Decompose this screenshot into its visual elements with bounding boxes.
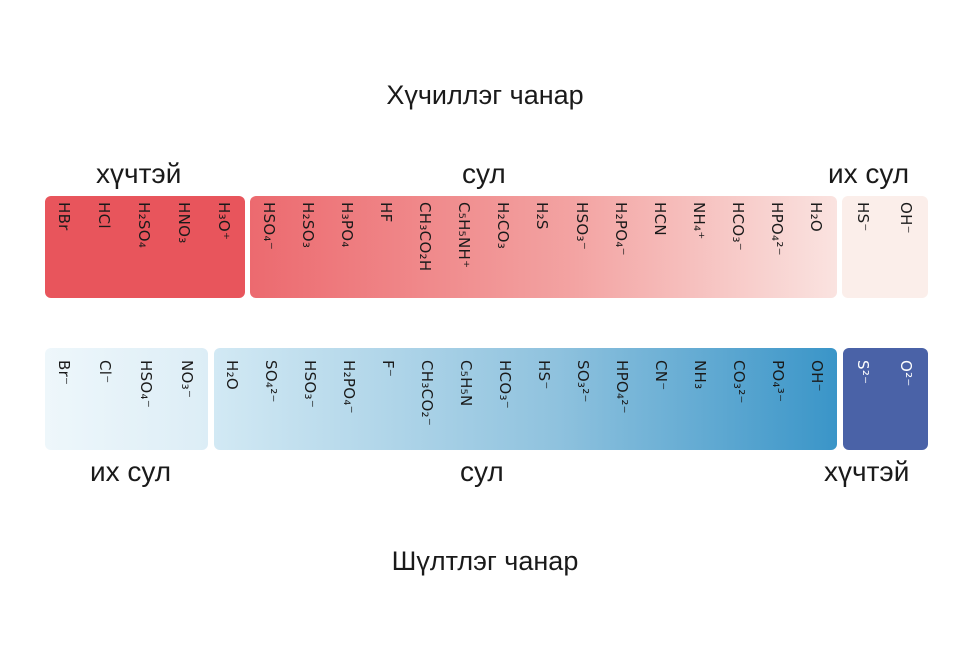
base-formula-column: SO₄²⁻ <box>253 348 292 450</box>
base-formula-column: HSO₃⁻ <box>292 348 331 450</box>
acid-formula-column: HPO₄²⁻ <box>759 196 798 298</box>
base-label-weak: сул <box>460 456 504 487</box>
base-formula-column: PO₄³⁻ <box>759 348 798 450</box>
base-formula: NO₃⁻ <box>177 360 196 399</box>
acid-label-strong: хүчтэй <box>96 158 182 189</box>
acid-formula-column: H₃PO₄ <box>328 196 367 298</box>
acid-formula: H₂O <box>807 202 826 232</box>
acid-formula-column: NH₄⁺ <box>680 196 719 298</box>
acid-formula-column: CH₃CO₂H <box>407 196 446 298</box>
base-formula-column: F⁻ <box>370 348 409 450</box>
acid-formula-column: H₂SO₃ <box>289 196 328 298</box>
strong-acids-band: HBr HCl H₂SO₄ HNO₃ H₃O⁺ <box>45 196 245 298</box>
basicity-title: Шүлтлэг чанар <box>391 546 579 576</box>
acid-formula-column: H₂CO₃ <box>485 196 524 298</box>
acid-formula: H₃O⁺ <box>215 202 233 241</box>
very-weak-acids-band: HS⁻ OH⁻ <box>842 196 928 298</box>
acidity-title: Хүчиллэг чанар <box>386 80 584 110</box>
base-formula-column: H₂PO₄⁻ <box>331 348 370 450</box>
acid-formula-column: C₅H₅NH⁺ <box>446 196 485 298</box>
acid-formula-column: H₂SO₄ <box>125 196 165 298</box>
weak-acids-band: HSO₄⁻ H₂SO₃ H₃PO₄ HF CH₃CO₂H C₅H₅NH⁺ H₂CO₃ H₂S H… <box>250 196 837 298</box>
base-formula-column: NH₃ <box>681 348 720 450</box>
base-formula-column: H₂O <box>214 348 253 450</box>
acid-label-very-weak: их сул <box>828 158 910 189</box>
acid-formula-column: HS⁻ <box>842 196 885 298</box>
base-formula-column: CO₃²⁻ <box>720 348 759 450</box>
base-formula-column: CN⁻ <box>642 348 681 450</box>
weak-bases-band: H₂O SO₄²⁻ HSO₃⁻ H₂PO₄⁻ F⁻ CH₃CO₂⁻ C₅H₅N HCO₃⁻ HS… <box>214 348 837 450</box>
acid-formula-column: HSO₃⁻ <box>563 196 602 298</box>
acid-formula-column: HBr <box>45 196 85 298</box>
acid-formula-column: H₂PO₄⁻ <box>602 196 641 298</box>
acid-formula-column: H₃O⁺ <box>205 196 245 298</box>
acid-formula-column: H₂O <box>798 196 837 298</box>
base-label-strong: хүчтэй <box>824 456 910 487</box>
strong-bases-band: S²⁻ O²⁻ <box>843 348 928 450</box>
base-formula-column: HS⁻ <box>526 348 565 450</box>
base-formula-column: OH⁻ <box>798 348 837 450</box>
acid-formula-column: HCl <box>85 196 125 298</box>
base-formula: OH⁻ <box>807 360 826 392</box>
very-weak-bases-band: Br⁻ Cl⁻ HSO₄⁻ NO₃⁻ <box>45 348 208 450</box>
base-formula-column: SO₃²⁻ <box>564 348 603 450</box>
base-formula-column: S²⁻ <box>843 348 886 450</box>
acid-formula-column: H₂S <box>524 196 563 298</box>
acid-formula-column: HNO₃ <box>165 196 205 298</box>
base-formula: O²⁻ <box>896 360 915 387</box>
base-formula-column: Cl⁻ <box>86 348 127 450</box>
base-formula-column: O²⁻ <box>886 348 929 450</box>
acid-label-weak: сул <box>462 158 506 189</box>
acid-formula-column: HF <box>367 196 406 298</box>
acid-formula-column: OH⁻ <box>885 196 928 298</box>
acid-formula-column: HSO₄⁻ <box>250 196 289 298</box>
base-formula-column: Br⁻ <box>45 348 86 450</box>
acid-formula-column: HCO₃⁻ <box>720 196 759 298</box>
base-formula-column: HPO₄²⁻ <box>603 348 642 450</box>
acid-formula: OH⁻ <box>896 202 915 234</box>
base-formula-column: NO₃⁻ <box>167 348 208 450</box>
base-formula-column: HSO₄⁻ <box>127 348 168 450</box>
base-formula-column: C₅H₅N <box>448 348 487 450</box>
base-formula-column: CH₃CO₂⁻ <box>409 348 448 450</box>
base-formula-column: HCO₃⁻ <box>487 348 526 450</box>
base-label-very-weak: их сул <box>90 456 172 487</box>
acid-formula-column: HCN <box>641 196 680 298</box>
